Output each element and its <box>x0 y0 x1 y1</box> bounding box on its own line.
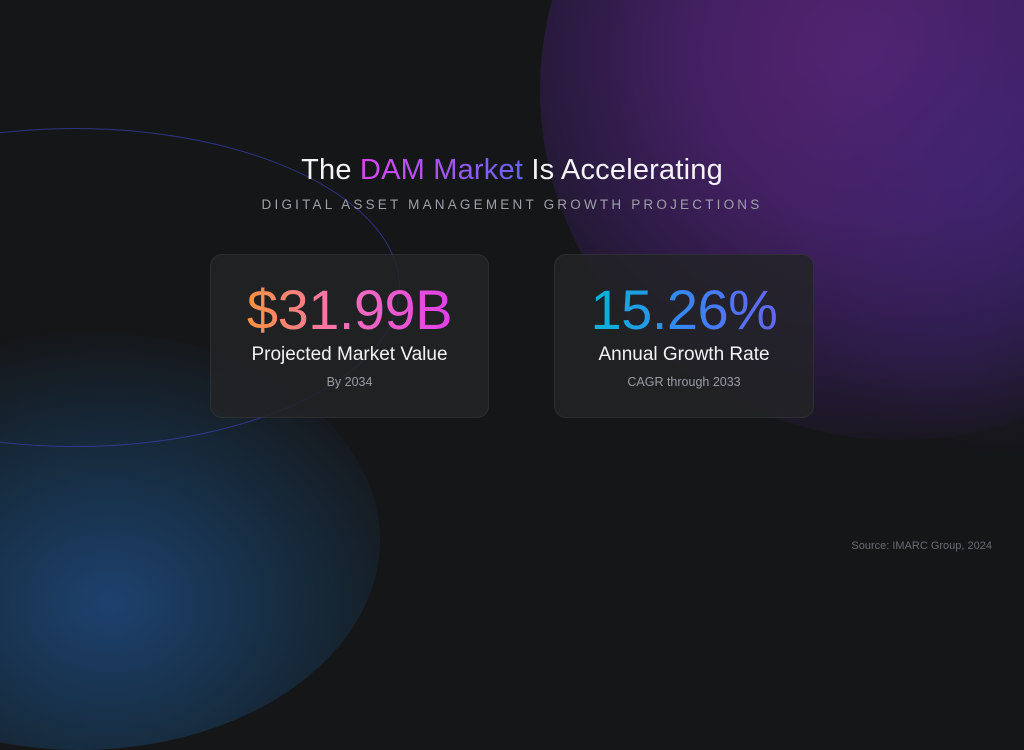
source-citation: Source: IMARC Group, 2024 <box>851 540 992 552</box>
stat-label: Projected Market Value <box>251 344 448 365</box>
stat-sublabel: CAGR through 2033 <box>627 375 741 389</box>
stat-card-growth-rate: 15.26% Annual Growth Rate CAGR through 2… <box>554 254 814 418</box>
title-highlight: DAM Market <box>359 154 524 186</box>
slide-title: The DAM Market Is Accelerating <box>0 154 1024 187</box>
slide-subtitle: DIGITAL ASSET MANAGEMENT GROWTH PROJECTI… <box>261 197 763 212</box>
stat-value: $31.99B <box>246 278 453 341</box>
stat-card-market-value: $31.99B Projected Market Value By 2034 <box>210 254 489 418</box>
stat-sublabel: By 2034 <box>326 375 373 389</box>
stat-value: 15.26% <box>590 278 778 341</box>
title-suffix: Is Accelerating <box>523 154 723 186</box>
title-prefix: The <box>301 154 360 186</box>
stat-label: Annual Growth Rate <box>598 344 770 365</box>
